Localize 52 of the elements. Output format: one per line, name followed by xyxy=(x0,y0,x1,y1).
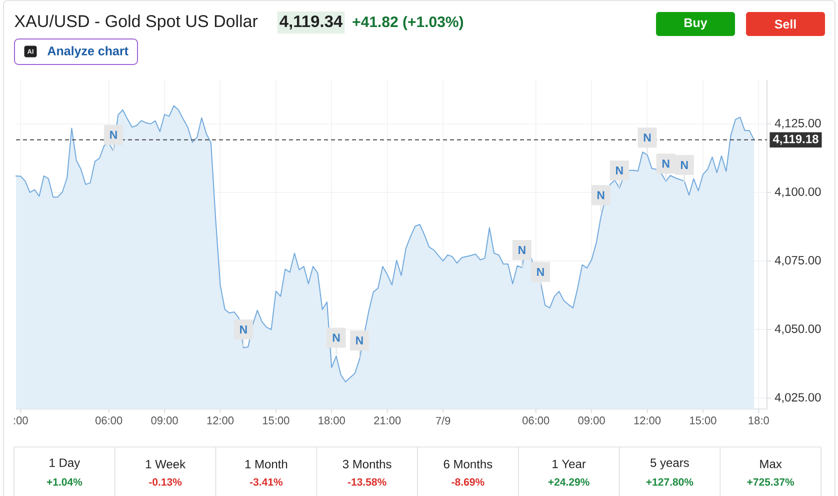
text: Buy xyxy=(684,18,708,30)
x-tick-label: 21:00 xyxy=(374,416,401,424)
text: +1.04% xyxy=(46,478,82,486)
y-tick-label: 4,125.00 xyxy=(774,118,821,129)
x-tick-label: 15:00 xyxy=(262,416,290,424)
x-tick-label: 18:0 xyxy=(748,416,769,424)
data-label: N xyxy=(518,246,526,254)
category-label: 1 Day xyxy=(50,458,80,470)
x-tick-label: 18:00 xyxy=(318,416,345,424)
x-tick-label: 09:00 xyxy=(578,416,605,424)
data-label: N xyxy=(616,166,623,174)
text: +41.82 (+1.03%) xyxy=(352,16,464,30)
category-label: 6 Months xyxy=(444,460,492,468)
category-label: 3 Months xyxy=(342,460,392,468)
text: -0.13% xyxy=(149,478,182,486)
x-tick-label: 7/9 xyxy=(436,416,450,425)
data-label: N xyxy=(662,160,670,168)
y-tick-label: 4,025.00 xyxy=(774,393,821,403)
ref-line-label: 4,119.18 xyxy=(772,134,818,145)
category-label: 1 Month xyxy=(245,460,288,468)
x-tick-label: 09:00 xyxy=(151,416,178,424)
x-tick-label: 12:00 xyxy=(207,416,234,424)
text: -13.58% xyxy=(348,478,386,486)
x-tick-label: 06:00 xyxy=(95,416,122,424)
y-tick-label: 4,100.00 xyxy=(774,187,821,198)
text: +127.80% xyxy=(646,478,694,486)
data-label: N xyxy=(110,130,117,139)
text: Analyze chart xyxy=(48,46,128,58)
chart-title: XAU/USD - Gold Spot US Dollar xyxy=(14,14,258,31)
y-tick-label: 4,075.00 xyxy=(774,256,821,266)
data-label: N xyxy=(240,326,247,334)
data-label: N xyxy=(597,191,604,200)
x-tick-label: :00 xyxy=(14,416,28,424)
data-label: N xyxy=(356,336,363,344)
y-tick-label: 4,050.00 xyxy=(774,324,821,334)
x-tick-label: 12:00 xyxy=(634,416,661,424)
text: +24.29% xyxy=(548,478,590,486)
data-label: N xyxy=(644,134,651,142)
x-tick-label: 06:00 xyxy=(522,416,550,424)
data-label: N xyxy=(537,268,544,276)
text: Sell xyxy=(774,19,796,29)
data-label: N xyxy=(332,334,340,342)
text: +725.37% xyxy=(747,478,794,486)
text: -3.41% xyxy=(250,478,283,486)
category-label: 1 Week xyxy=(146,460,186,468)
category-label: 5 years xyxy=(650,458,689,470)
data-label: N xyxy=(681,161,688,169)
text: -8.69% xyxy=(452,478,484,486)
category-label: Max xyxy=(760,460,782,468)
category-label: 1 Year xyxy=(552,460,586,468)
chart-subtitle: 4,119.34 xyxy=(280,15,343,30)
x-tick-label: 15:00 xyxy=(690,416,716,424)
